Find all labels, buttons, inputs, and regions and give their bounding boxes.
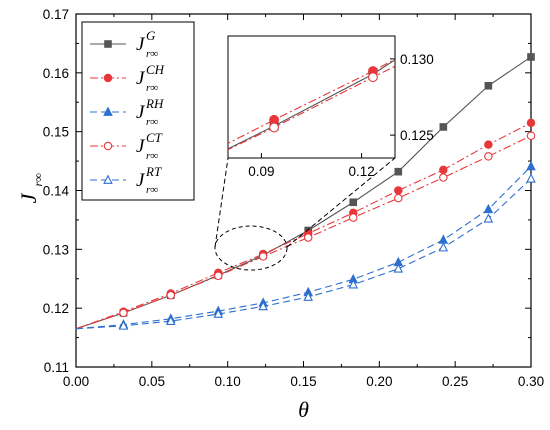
data-point xyxy=(348,213,358,222)
legend-marker xyxy=(104,40,112,48)
y-tick-label: 0.14 xyxy=(43,184,70,199)
y-tick-label: 0.11 xyxy=(44,360,69,375)
legend-label: J xyxy=(136,170,146,191)
series-CT xyxy=(75,131,536,330)
inset-content xyxy=(228,58,395,151)
legend-label: J xyxy=(136,136,146,157)
data-point xyxy=(526,173,536,183)
data-point xyxy=(213,308,224,318)
data-point xyxy=(526,131,536,141)
legend-label-superscript: CH xyxy=(146,62,165,77)
data-point xyxy=(394,186,403,195)
data-point xyxy=(526,118,536,128)
data-point xyxy=(349,198,358,207)
data-point xyxy=(348,279,359,289)
inset-y-tick-label: 0.125 xyxy=(400,128,434,143)
x-tick-label: 0.15 xyxy=(290,374,316,389)
legend-label: J xyxy=(136,68,146,89)
data-point xyxy=(439,123,448,131)
legend: J Gr∞J CHr∞J RHr∞J CTr∞J RTr∞ xyxy=(81,21,195,201)
legend-label: J xyxy=(136,34,146,55)
inset-data-point xyxy=(368,72,378,83)
data-point xyxy=(165,315,176,325)
data-point xyxy=(394,167,403,176)
y-axis-title-subscript: r∞ xyxy=(31,173,45,187)
data-point xyxy=(527,53,535,61)
zoom-region-ellipse xyxy=(214,225,288,271)
data-point xyxy=(484,152,493,161)
inset-x-tick-label: 0.12 xyxy=(348,164,374,179)
legend-entry-RH: J RH r∞ xyxy=(90,96,164,128)
data-point xyxy=(484,140,493,149)
legend-label-superscript: CT xyxy=(146,130,163,145)
zoom-connector-left xyxy=(214,157,229,248)
legend-marker xyxy=(103,141,113,151)
legend-marker xyxy=(103,106,113,116)
data-point xyxy=(484,81,493,90)
legend-entry-RT: J RT r∞ xyxy=(90,164,162,196)
series-RT xyxy=(75,173,536,330)
y-axis-title-main: J xyxy=(16,192,41,203)
y-tick-label: 0.13 xyxy=(43,242,69,257)
legend-label-subscript: r∞ xyxy=(146,150,158,162)
y-tick-label: 0.16 xyxy=(43,66,69,81)
x-tick-label: 0.20 xyxy=(366,374,392,389)
x-tick-label: 0.10 xyxy=(215,374,241,389)
data-point xyxy=(483,203,494,214)
data-point xyxy=(166,290,176,300)
data-point xyxy=(439,173,448,182)
data-point xyxy=(118,320,129,330)
legend-entry-G: J Gr∞ xyxy=(90,28,158,60)
data-point xyxy=(439,165,448,175)
y-axis-title: Jr∞ xyxy=(16,173,45,204)
inset-y-tick-label: 0.130 xyxy=(400,52,434,67)
data-point xyxy=(483,213,494,223)
legend-label-superscript: RT xyxy=(145,164,162,179)
data-point xyxy=(258,300,268,311)
legend-label-subscript: r∞ xyxy=(146,48,158,60)
series-line xyxy=(75,135,532,330)
x-axis-title: θ xyxy=(298,397,309,422)
legend-marker xyxy=(103,73,113,83)
data-point xyxy=(438,242,449,252)
data-point xyxy=(303,291,314,301)
data-point xyxy=(393,263,404,273)
legend-marker xyxy=(103,174,113,184)
inset-data-point xyxy=(269,122,280,133)
x-tick-label: 0.00 xyxy=(63,374,89,389)
legend-entry-CT: J CT r∞ xyxy=(90,130,163,162)
inset-frame xyxy=(227,35,396,159)
y-tick-label: 0.15 xyxy=(43,125,69,140)
legend-label-superscript: RH xyxy=(145,96,164,111)
data-point xyxy=(394,193,403,203)
legend-label: J xyxy=(136,102,146,123)
legend-label-subscript: r∞ xyxy=(146,116,158,128)
legend-label-subscript: r∞ xyxy=(146,184,158,196)
data-point xyxy=(526,160,536,171)
y-tick-label: 0.17 xyxy=(43,7,69,22)
x-tick-label: 0.05 xyxy=(139,374,165,389)
legend-label-superscript: G xyxy=(146,28,156,43)
data-point xyxy=(119,308,128,318)
inset-plot: 0.09 0.12 0.125 0.130 xyxy=(227,35,434,179)
x-tick-label: 0.30 xyxy=(518,374,544,389)
legend-entry-CH: J CH r∞ xyxy=(90,62,165,94)
zoom-connector-right xyxy=(286,157,396,248)
data-point xyxy=(303,233,313,242)
legend-box xyxy=(81,21,195,201)
y-tick-label: 0.12 xyxy=(43,301,69,316)
data-point xyxy=(258,252,268,261)
x-tick-label: 0.25 xyxy=(442,374,468,389)
inset-x-tick-label: 0.09 xyxy=(248,164,274,179)
legend-label-subscript: r∞ xyxy=(146,82,158,94)
data-point xyxy=(214,271,223,281)
